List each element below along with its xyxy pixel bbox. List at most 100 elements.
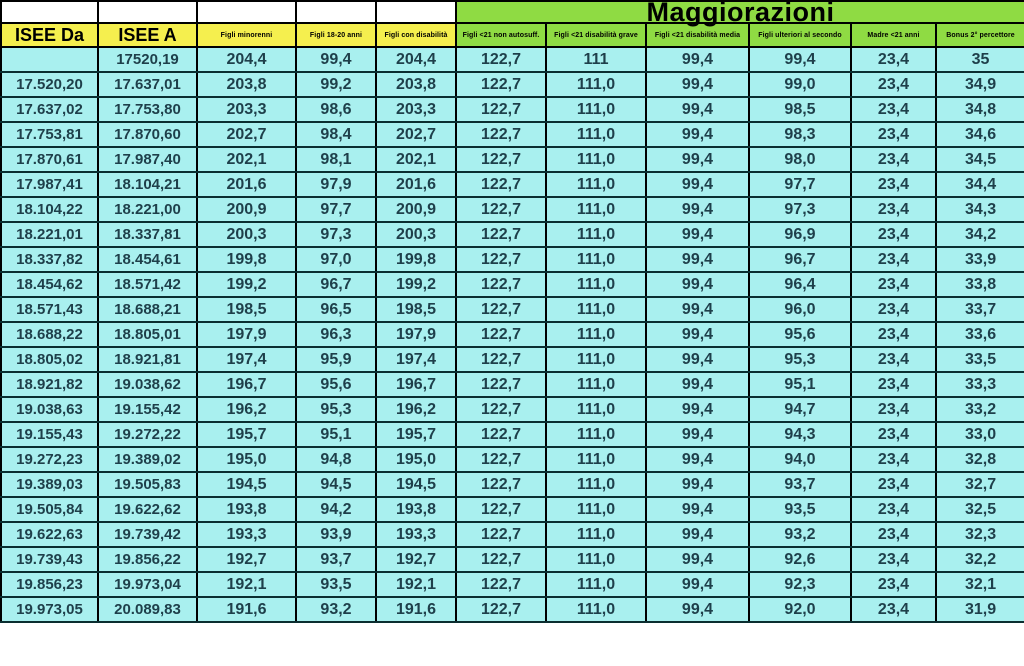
cell: 200,3: [196, 221, 297, 248]
cell: 19.505,83: [97, 471, 198, 498]
cell: 202,7: [196, 121, 297, 148]
cell: 33,0: [934, 421, 1024, 448]
cell: 111,0: [545, 546, 647, 573]
cell: 23,4: [850, 71, 937, 98]
cell: 17.870,60: [97, 121, 198, 148]
cell: 93,9: [295, 521, 377, 548]
cell: 111,0: [545, 521, 647, 548]
table-row: 19.856,23 19.973,04 192,1 93,5 192,1 122,7 111…: [0, 571, 1024, 598]
cell: 95,1: [748, 371, 852, 398]
isee-maggiorazioni-table: Maggiorazioni ISEE Da ISEE A Figli minor…: [0, 0, 1024, 623]
cell: 191,6: [196, 596, 297, 623]
cell: 99,4: [645, 346, 750, 373]
cell: 111,0: [545, 571, 647, 598]
cell: 111,0: [545, 596, 647, 623]
cell: 17.870,61: [0, 146, 99, 173]
cell: 193,8: [375, 496, 457, 523]
cell: 94,0: [748, 446, 852, 473]
cell: [0, 46, 99, 73]
cell: 23,4: [850, 171, 937, 198]
cell: 122,7: [455, 471, 547, 498]
cell: 92,3: [748, 571, 852, 598]
cell: 17.753,80: [97, 96, 198, 123]
cell: 19.155,42: [97, 396, 198, 423]
table-row: 17520,19 204,4 99,4 204,4 122,7 111 99,4 99,4 23…: [0, 46, 1024, 73]
cell: 23,4: [850, 296, 937, 323]
maggiorazioni-title: Maggiorazioni: [646, 0, 835, 27]
cell: 93,2: [748, 521, 852, 548]
cell: 122,7: [455, 571, 547, 598]
cell: 111,0: [545, 146, 647, 173]
cell: 111,0: [545, 346, 647, 373]
cell: 34,5: [934, 146, 1024, 173]
cell: 203,3: [375, 96, 457, 123]
col-header-figli-disabilita: Figli con disabilità: [375, 22, 457, 48]
cell: 195,0: [375, 446, 457, 473]
table-row: 18.921,82 19.038,62 196,7 95,6 196,7 122,7 111…: [0, 371, 1024, 398]
cell: 19.973,05: [0, 596, 99, 623]
cell: 197,4: [196, 346, 297, 373]
blank-cell: [295, 0, 377, 24]
cell: 18.454,61: [97, 246, 198, 273]
cell: 122,7: [455, 246, 547, 273]
cell: 32,7: [934, 471, 1024, 498]
cell: 111,0: [545, 321, 647, 348]
cell: 19.505,84: [0, 496, 99, 523]
cell: 23,4: [850, 196, 937, 223]
cell: 23,4: [850, 146, 937, 173]
cell: 94,7: [748, 396, 852, 423]
cell: 23,4: [850, 321, 937, 348]
cell: 99,4: [645, 296, 750, 323]
cell: 98,5: [748, 96, 852, 123]
cell: 94,3: [748, 421, 852, 448]
cell: 18.454,62: [0, 271, 99, 298]
table-row: 19.622,63 19.739,42 193,3 93,9 193,3 122,7 111…: [0, 521, 1024, 548]
cell: 17520,19: [97, 46, 198, 73]
cell: 111,0: [545, 496, 647, 523]
cell: 99,2: [295, 71, 377, 98]
cell: 122,7: [455, 296, 547, 323]
cell: 19.272,22: [97, 421, 198, 448]
col-header-madre-21: Madre <21 anni: [850, 22, 937, 48]
cell: 199,8: [375, 246, 457, 273]
cell: 192,7: [375, 546, 457, 573]
cell: 198,5: [196, 296, 297, 323]
cell: 203,8: [196, 71, 297, 98]
cell: 96,7: [295, 271, 377, 298]
cell: 122,7: [455, 396, 547, 423]
table-row: 19.505,84 19.622,62 193,8 94,2 193,8 122,7 111…: [0, 496, 1024, 523]
cell: 23,4: [850, 496, 937, 523]
cell: 200,9: [196, 196, 297, 223]
cell: 99,4: [645, 571, 750, 598]
cell: 23,4: [850, 396, 937, 423]
cell: 19.389,02: [97, 446, 198, 473]
table-row: 19.973,05 20.089,83 191,6 93,2 191,6 122,7 111…: [0, 596, 1024, 623]
cell: 99,4: [748, 46, 852, 73]
cell: 17.753,81: [0, 121, 99, 148]
table-row: 19.038,63 19.155,42 196,2 95,3 196,2 122,7 111…: [0, 396, 1024, 423]
cell: 23,4: [850, 596, 937, 623]
cell: 201,6: [196, 171, 297, 198]
cell: 122,7: [455, 346, 547, 373]
cell: 95,3: [295, 396, 377, 423]
cell: 19.973,04: [97, 571, 198, 598]
cell: 23,4: [850, 96, 937, 123]
cell: 99,4: [645, 171, 750, 198]
cell: 23,4: [850, 446, 937, 473]
cell: 196,7: [375, 371, 457, 398]
cell: 33,9: [934, 246, 1024, 273]
cell: 203,8: [375, 71, 457, 98]
cell: 33,6: [934, 321, 1024, 348]
cell: 19.038,62: [97, 371, 198, 398]
blank-cell: [97, 0, 198, 24]
cell: 122,7: [455, 71, 547, 98]
cell: 202,1: [196, 146, 297, 173]
cell: 18.221,00: [97, 196, 198, 223]
cell: 99,4: [645, 146, 750, 173]
cell: 19.389,03: [0, 471, 99, 498]
cell: 200,9: [375, 196, 457, 223]
cell: 197,4: [375, 346, 457, 373]
cell: 122,7: [455, 221, 547, 248]
cell: 122,7: [455, 546, 547, 573]
cell: 99,4: [645, 471, 750, 498]
